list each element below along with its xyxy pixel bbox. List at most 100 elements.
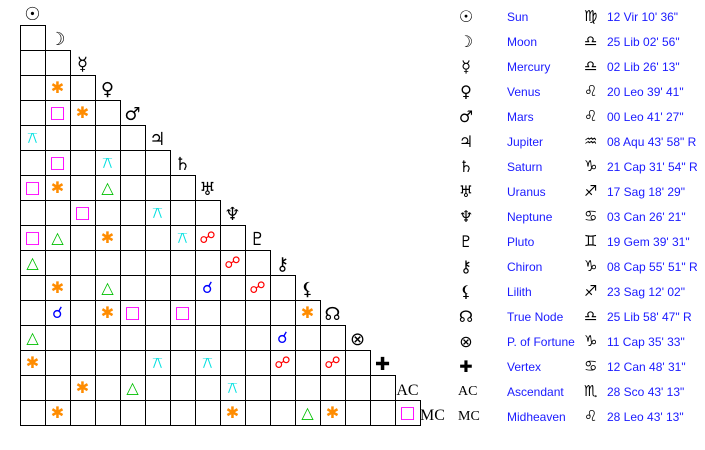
- mars-icon: ♂: [458, 107, 474, 126]
- grid-cell: [70, 350, 96, 376]
- planet-name: Sun: [507, 10, 529, 24]
- neptune-icon: ♆: [458, 207, 474, 226]
- grid-cell: [95, 375, 121, 401]
- planet-row-mercury: ☿ Mercury ♎ 02 Lib 26' 13": [450, 55, 705, 80]
- zodiac-sign-icon: ♎: [584, 57, 598, 75]
- grid-cell: [245, 275, 271, 301]
- grid-cell: [20, 200, 46, 226]
- conjunction-aspect-icon: ☌: [52, 303, 63, 322]
- grid-cell: [295, 300, 321, 326]
- grid-cell: [45, 50, 71, 76]
- trine-aspect-icon: △: [26, 253, 39, 272]
- opposition-aspect-icon: ☍: [274, 353, 290, 372]
- lilith-icon: ⚸: [460, 282, 472, 301]
- grid-cell: [45, 300, 71, 326]
- sextile-aspect-icon: ✱: [51, 403, 64, 422]
- conjunction-aspect-icon: ☌: [277, 328, 288, 347]
- planet-position: 28 Sco 43' 13": [607, 385, 685, 399]
- opposition-aspect-icon: ☍: [224, 253, 240, 272]
- grid-cell: [270, 375, 296, 401]
- grid-cell: [195, 250, 221, 276]
- uranus-glyph-icon: ♅: [199, 179, 215, 200]
- grid-cell: [70, 250, 96, 276]
- planet-name: P. of Fortune: [507, 335, 575, 349]
- grid-cell: [170, 200, 196, 226]
- true-node-icon: ☊: [458, 307, 474, 326]
- grid-cell: [95, 200, 121, 226]
- grid-cell: [45, 350, 71, 376]
- grid-cell: [45, 400, 71, 426]
- sextile-aspect-icon: ✱: [51, 278, 64, 297]
- grid-cell: [170, 275, 196, 301]
- grid-cell: [70, 300, 96, 326]
- zodiac-sign-icon: ♋: [584, 207, 598, 225]
- quincunx-aspect-icon: ⚻: [27, 128, 38, 147]
- grid-cell: [320, 400, 346, 426]
- zodiac-sign-icon: ♑: [584, 157, 598, 175]
- zodiac-sign-icon: ♑: [584, 332, 598, 350]
- grid-cell: [45, 325, 71, 351]
- grid-cell: [45, 200, 71, 226]
- zodiac-sign-icon: ♒: [584, 132, 598, 150]
- grid-cell: [120, 325, 146, 351]
- grid-cell: [145, 150, 171, 176]
- sextile-aspect-icon: ✱: [26, 353, 39, 372]
- sun-icon: ☉: [458, 7, 474, 26]
- grid-cell: [245, 400, 271, 426]
- grid-cell: [145, 375, 171, 401]
- grid-cell: [70, 175, 96, 201]
- planet-row-vertex: ✚ Vertex ♋ 12 Can 48' 31": [450, 355, 705, 380]
- grid-cell: [145, 250, 171, 276]
- planet-position: 17 Sag 18' 29": [607, 185, 685, 199]
- grid-cell: [195, 275, 221, 301]
- grid-cell: [245, 250, 271, 276]
- planet-position: 20 Leo 39' 41": [607, 85, 684, 99]
- opposition-aspect-icon: ☍: [199, 228, 215, 247]
- grid-cell: [120, 400, 146, 426]
- grid-cell: [145, 400, 171, 426]
- grid-cell: [120, 350, 146, 376]
- grid-cell: [95, 325, 121, 351]
- saturn-glyph-icon: ♄: [174, 154, 190, 175]
- planet-name: Pluto: [507, 235, 535, 249]
- grid-cell: [70, 75, 96, 101]
- planet-position: 21 Cap 31' 54" R: [607, 160, 698, 174]
- sextile-aspect-icon: ✱: [51, 178, 64, 197]
- grid-cell: [20, 50, 46, 76]
- zodiac-sign-icon: ♌: [584, 82, 598, 100]
- zodiac-sign-icon: ♍: [584, 7, 598, 25]
- grid-cell: [195, 225, 221, 251]
- grid-cell: [20, 250, 46, 276]
- zodiac-sign-icon: ♑: [584, 257, 598, 275]
- grid-cell: [145, 175, 171, 201]
- planet-position: 25 Lib 58' 47" R: [607, 310, 692, 324]
- grid-cell: [95, 275, 121, 301]
- quincunx-aspect-icon: ⚻: [227, 378, 238, 397]
- grid-cell: [70, 400, 96, 426]
- planet-name: Midheaven: [507, 410, 566, 424]
- planet-position: 12 Vir 10' 36": [607, 10, 679, 24]
- planet-position: 28 Leo 43' 13": [607, 410, 684, 424]
- grid-cell: [245, 300, 271, 326]
- grid-cell: [70, 200, 96, 226]
- ascendant-glyph-icon: AC: [396, 382, 418, 399]
- sextile-aspect-icon: ✱: [301, 303, 314, 322]
- venus-icon: ♀: [460, 82, 472, 101]
- square-aspect-icon: □: [124, 303, 140, 323]
- grid-cell: [270, 325, 296, 351]
- planet-name: Moon: [507, 35, 538, 49]
- planet-row-mars: ♂ Mars ♌ 00 Leo 41' 27": [450, 105, 705, 130]
- jupiter-icon: ♃: [458, 132, 474, 151]
- mercury-icon: ☿: [461, 57, 471, 76]
- planet-row-p-of-fortune: ⊗ P. of Fortune ♑ 11 Cap 35' 33": [450, 330, 705, 355]
- vertex-glyph-icon: ✚: [375, 354, 390, 375]
- trine-aspect-icon: △: [101, 178, 114, 197]
- trine-aspect-icon: △: [101, 278, 114, 297]
- zodiac-sign-icon: ♋: [584, 357, 598, 375]
- opposition-aspect-icon: ☍: [324, 353, 340, 372]
- planet-position: 08 Cap 55' 51" R: [607, 260, 698, 274]
- planet-row-saturn: ♄ Saturn ♑ 21 Cap 31' 54" R: [450, 155, 705, 180]
- grid-cell: [20, 25, 46, 51]
- zodiac-sign-icon: ♐: [584, 282, 598, 300]
